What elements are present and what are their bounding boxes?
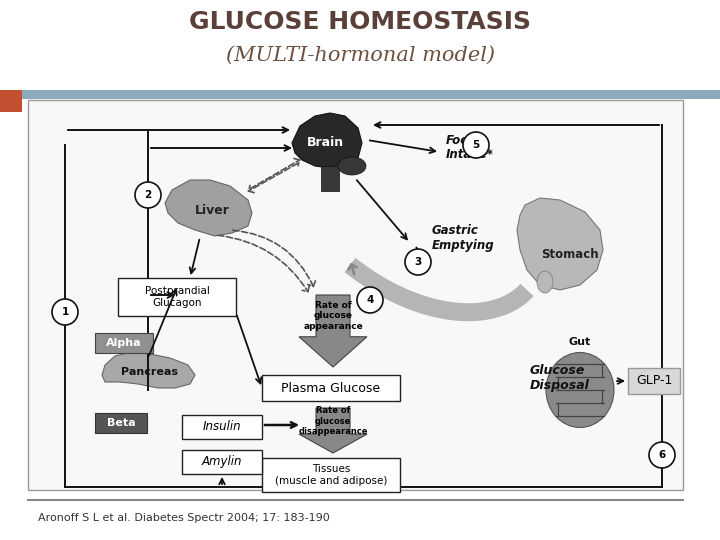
Circle shape: [649, 442, 675, 468]
Text: Liver: Liver: [194, 204, 230, 217]
Polygon shape: [344, 258, 534, 321]
Text: Gastric: Gastric: [432, 224, 479, 237]
Text: 5: 5: [472, 140, 480, 150]
Polygon shape: [165, 180, 252, 236]
Text: Glucose: Glucose: [530, 363, 585, 376]
Polygon shape: [292, 113, 362, 168]
Bar: [28, 100, 683, 490]
Text: Pancreas: Pancreas: [122, 367, 179, 377]
Bar: [0, 90, 720, 99]
Polygon shape: [299, 408, 367, 453]
Text: 6: 6: [658, 450, 665, 460]
Text: Disposal: Disposal: [530, 380, 590, 393]
Text: 3: 3: [415, 257, 422, 267]
Text: Rate of
glucose
appearance: Rate of glucose appearance: [303, 301, 363, 331]
Polygon shape: [299, 295, 367, 367]
FancyBboxPatch shape: [262, 375, 400, 401]
FancyBboxPatch shape: [628, 368, 680, 394]
FancyBboxPatch shape: [95, 413, 147, 433]
Text: 2: 2: [145, 190, 152, 200]
Text: Brain: Brain: [307, 137, 343, 150]
Circle shape: [405, 249, 431, 275]
Ellipse shape: [338, 157, 366, 175]
Text: GLP-1: GLP-1: [636, 375, 672, 388]
Circle shape: [357, 287, 383, 313]
Text: Food: Food: [446, 133, 478, 146]
Polygon shape: [517, 198, 603, 290]
Text: Rate of
glucose
disappearance: Rate of glucose disappearance: [298, 406, 368, 436]
Text: Postprandial
Glucagon: Postprandial Glucagon: [145, 286, 210, 308]
Text: Tissues
(muscle and adipose): Tissues (muscle and adipose): [275, 464, 387, 486]
Text: Stomach: Stomach: [541, 248, 599, 261]
Text: Emptying: Emptying: [432, 240, 495, 253]
Circle shape: [135, 182, 161, 208]
Text: Intake*: Intake*: [446, 148, 494, 161]
Text: Gut: Gut: [569, 337, 591, 347]
Text: Beta: Beta: [107, 418, 135, 428]
Text: (MULTI-hormonal model): (MULTI-hormonal model): [225, 45, 495, 64]
Text: Alpha: Alpha: [106, 338, 142, 348]
FancyBboxPatch shape: [182, 415, 262, 439]
FancyBboxPatch shape: [182, 450, 262, 474]
Text: 4: 4: [366, 295, 374, 305]
Text: Insulin: Insulin: [203, 421, 241, 434]
FancyBboxPatch shape: [262, 458, 400, 492]
Text: Amylin: Amylin: [202, 456, 242, 469]
Ellipse shape: [546, 353, 614, 428]
Bar: [0, 90, 22, 112]
Circle shape: [52, 299, 78, 325]
Text: Aronoff S L et al. Diabetes Spectr 2004; 17: 183-190: Aronoff S L et al. Diabetes Spectr 2004;…: [38, 513, 330, 523]
Text: Plasma Glucose: Plasma Glucose: [282, 381, 381, 395]
FancyBboxPatch shape: [95, 333, 153, 353]
FancyBboxPatch shape: [118, 278, 236, 316]
Ellipse shape: [537, 271, 553, 293]
Bar: [321, 166, 339, 191]
Text: GLUCOSE HOMEOSTASIS: GLUCOSE HOMEOSTASIS: [189, 10, 531, 34]
Polygon shape: [102, 352, 195, 388]
Circle shape: [463, 132, 489, 158]
Text: 1: 1: [61, 307, 68, 317]
